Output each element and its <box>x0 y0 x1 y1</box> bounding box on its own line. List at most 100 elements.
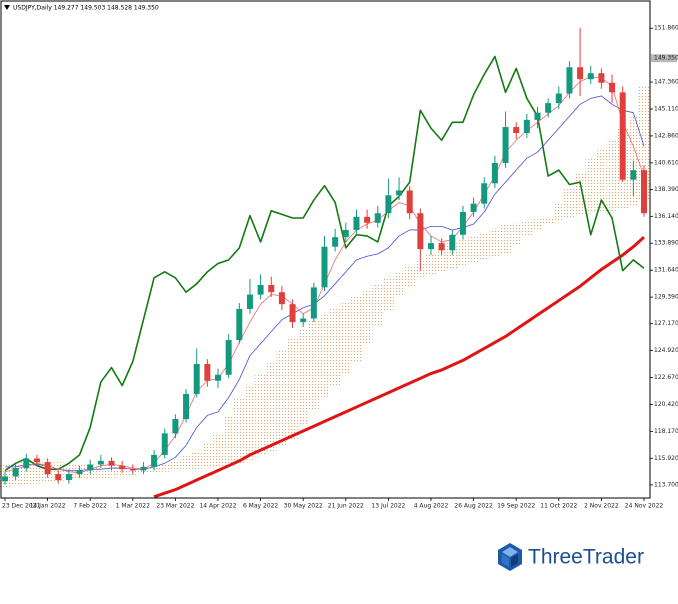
candle-body <box>225 340 232 375</box>
y-tick-label: 151.860 <box>654 25 678 32</box>
candle-body <box>193 363 200 394</box>
cloud-segment <box>510 222 522 246</box>
candle-body <box>566 67 573 94</box>
cloud-segment <box>638 86 650 201</box>
current-price-label: 149.350 <box>654 55 678 62</box>
y-tick-label: 122.670 <box>654 374 678 381</box>
candle-body <box>587 73 594 80</box>
cloud-segment <box>287 337 298 440</box>
y-tick-label: 118.170 <box>654 428 678 435</box>
y-tick-label: 138.390 <box>654 186 678 193</box>
cloud-segment <box>425 253 437 276</box>
candle-body <box>119 465 126 470</box>
candle-body <box>310 287 317 319</box>
cloud-segment <box>297 329 309 426</box>
cloud-segment <box>170 459 181 471</box>
cloud-segment <box>468 235 479 264</box>
candle-body <box>406 190 413 214</box>
x-tick-label: 24 Nov 2022 <box>625 503 664 510</box>
cloud-segment <box>233 397 245 464</box>
cloud-segment <box>31 462 43 484</box>
y-tick-label: 142.860 <box>654 132 678 139</box>
cloud-segment <box>20 462 32 485</box>
candle-body <box>641 170 647 214</box>
cloud-segment <box>596 148 607 213</box>
plot-area <box>0 27 650 499</box>
x-tick-label: 30 May 2022 <box>284 503 323 510</box>
candle-body <box>55 474 62 481</box>
cloud-segment <box>159 463 171 472</box>
candle-body <box>502 127 509 163</box>
candle-body <box>428 243 434 250</box>
cloud-segment <box>542 217 554 224</box>
y-tick-label: 140.610 <box>654 159 678 166</box>
cloud-segment <box>489 228 501 258</box>
cloud-segment <box>585 158 597 213</box>
candle-body <box>278 292 285 305</box>
cloud-segment <box>95 465 107 479</box>
candle-body <box>289 304 296 323</box>
cloud-segment <box>574 172 586 216</box>
cloud-segment <box>564 188 575 218</box>
candle-body <box>76 470 83 475</box>
y-tick-label: 136.140 <box>654 213 678 220</box>
indicator-line <box>153 236 646 499</box>
candle-body <box>577 67 584 80</box>
cloud-segment <box>404 265 416 287</box>
candle-body <box>342 229 349 238</box>
candle-body <box>161 433 168 455</box>
x-tick-label: 14 Jan 2022 <box>30 503 66 510</box>
x-tick-label: 26 Aug 2022 <box>454 503 493 510</box>
cloud-segment <box>202 442 213 469</box>
cloud-segment <box>478 232 490 260</box>
candle-body <box>470 203 477 213</box>
candle-body <box>65 474 72 481</box>
candle-body <box>12 468 19 477</box>
x-tick-label: 19 Sep 2022 <box>497 503 535 510</box>
x-tick-label: 6 May 2022 <box>243 503 278 510</box>
candle-body <box>204 363 211 381</box>
y-tick-label: 147.360 <box>654 79 678 86</box>
x-tick-label: 7 Feb 2022 <box>73 503 107 510</box>
x-tick-label: 1 Mar 2022 <box>116 503 150 510</box>
candle-body <box>87 464 94 471</box>
candle-body <box>534 112 541 120</box>
x-tick-label: 11 Oct 2022 <box>540 503 577 510</box>
candle-body <box>268 285 275 293</box>
candle-body <box>97 460 104 465</box>
cloud-segment <box>446 243 458 270</box>
cloud-segment <box>606 140 618 213</box>
candle-body <box>257 285 264 295</box>
cloud-segment <box>319 313 330 398</box>
cloud-segment <box>191 451 203 470</box>
candle-body <box>108 460 115 466</box>
candle-body <box>151 454 158 467</box>
cloud-segment <box>553 203 565 222</box>
cloud-segment <box>106 466 117 478</box>
current-price-box <box>651 54 677 63</box>
x-tick-label: 13 Jul 2022 <box>371 503 405 510</box>
candle-body <box>598 73 605 83</box>
candle-body <box>183 393 190 420</box>
cloud-segment <box>308 320 320 411</box>
menu-arrow[interactable] <box>4 5 10 10</box>
candle-body <box>523 119 530 134</box>
candle-body <box>332 237 339 247</box>
x-tick-label: 23 Dec 2021 <box>2 503 41 510</box>
chart-header: USDJPY,Daily 149.277 149.503 148.528 149… <box>13 5 159 12</box>
candle-body <box>609 82 616 93</box>
candle-body <box>481 183 488 204</box>
candle-body <box>513 127 520 134</box>
y-tick-label: 120.420 <box>654 401 678 408</box>
cloud-segment <box>500 223 511 254</box>
cloud-segment <box>329 307 341 386</box>
candle-body <box>385 195 392 214</box>
candle-body <box>364 216 371 223</box>
cloud-segment <box>361 289 373 344</box>
brand-name: ThreeTrader <box>528 546 644 569</box>
x-tick-label: 21 Jun 2022 <box>328 503 364 510</box>
cloud-segment <box>223 415 234 466</box>
candle-body <box>172 419 179 434</box>
